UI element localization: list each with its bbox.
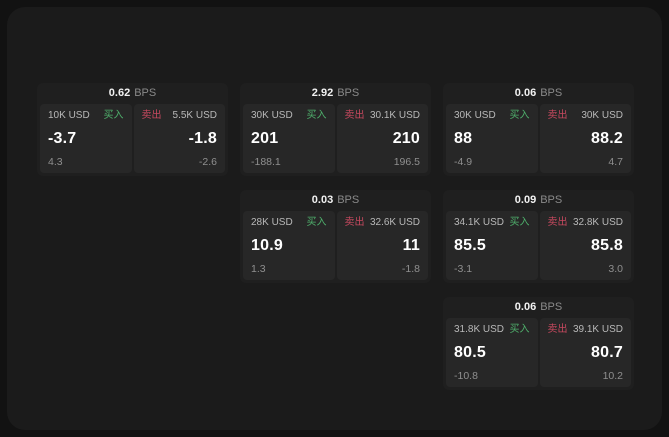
bps-value: 0.06 <box>514 87 537 99</box>
bps-header: 0.62 BPS <box>37 83 228 104</box>
bps-unit: BPS <box>337 87 360 99</box>
sell-size: 5.5K USD <box>172 110 217 121</box>
sell-panel[interactable]: 卖出 32.8K USD 85.8 3.0 <box>539 211 631 280</box>
sell-panel[interactable]: 卖出 32.6K USD 11 -1.8 <box>336 211 428 280</box>
sell-sub-value: 3.0 <box>608 262 623 275</box>
quote-card-4: 0.03 BPS 28K USD 买入 10.9 1.3 卖出 32.6K US… <box>240 190 431 283</box>
buy-label: 买入 <box>509 324 530 335</box>
quote-card-5: 0.09 BPS 34.1K USD 买入 85.5 -3.1 卖出 32.8K… <box>443 190 634 283</box>
buy-sub-value: -10.8 <box>454 369 478 382</box>
sell-price: 80.7 <box>591 343 623 361</box>
quote-card-2: 2.92 BPS 30K USD 买入 201 -188.1 卖出 30.1K … <box>240 83 431 176</box>
sell-sub-value: -2.6 <box>198 155 217 168</box>
bps-value: 0.62 <box>108 87 131 99</box>
buy-price: 88 <box>454 129 473 147</box>
bps-unit: BPS <box>337 194 360 206</box>
bps-unit: BPS <box>540 301 563 313</box>
buy-sub-value: 4.3 <box>48 155 63 168</box>
sell-size: 32.6K USD <box>369 217 420 228</box>
buy-sub-value: -4.9 <box>454 155 473 168</box>
sell-label: 卖出 <box>547 324 568 335</box>
sell-label: 卖出 <box>344 217 365 228</box>
sell-price: 11 <box>402 236 420 254</box>
sell-sub-value: 10.2 <box>602 369 623 382</box>
sell-size: 32.8K USD <box>572 217 623 228</box>
buy-size: 30K USD <box>454 110 496 121</box>
sell-price: 88.2 <box>591 129 623 147</box>
buy-price: -3.7 <box>48 129 77 147</box>
buy-sub-value: -3.1 <box>454 262 473 275</box>
bps-value: 0.09 <box>514 194 537 206</box>
quote-card-1: 0.62 BPS 10K USD 买入 -3.7 4.3 卖出 5.5K USD… <box>37 83 228 176</box>
buy-size: 31.8K USD <box>454 324 505 335</box>
buy-size: 28K USD <box>251 217 293 228</box>
buy-size: 34.1K USD <box>454 217 505 228</box>
sell-price: -1.8 <box>188 129 217 147</box>
sell-sub-value: -1.8 <box>401 262 420 275</box>
bps-header: 0.06 BPS <box>443 83 634 104</box>
sell-price: 85.8 <box>591 236 623 254</box>
buy-label: 买入 <box>509 217 530 228</box>
buy-label: 买入 <box>509 110 530 121</box>
quote-card-6: 0.06 BPS 31.8K USD 买入 80.5 -10.8 卖出 39.1… <box>443 297 634 390</box>
buy-panel[interactable]: 30K USD 买入 88 -4.9 <box>446 104 538 173</box>
sell-label: 卖出 <box>547 217 568 228</box>
bps-header: 0.06 BPS <box>443 297 634 318</box>
bps-value: 0.06 <box>514 301 537 313</box>
buy-size: 10K USD <box>48 110 90 121</box>
buy-sub-value: 1.3 <box>251 262 266 275</box>
bps-unit: BPS <box>540 194 563 206</box>
buy-price: 85.5 <box>454 236 486 254</box>
buy-size: 30K USD <box>251 110 293 121</box>
bps-header: 0.09 BPS <box>443 190 634 211</box>
quote-board: 0.62 BPS 10K USD 买入 -3.7 4.3 卖出 5.5K USD… <box>7 7 662 430</box>
buy-price: 201 <box>251 129 279 147</box>
bps-unit: BPS <box>540 87 563 99</box>
buy-panel[interactable]: 10K USD 买入 -3.7 4.3 <box>40 104 132 173</box>
buy-price: 10.9 <box>251 236 283 254</box>
sell-panel[interactable]: 卖出 5.5K USD -1.8 -2.6 <box>133 104 225 173</box>
bps-header: 2.92 BPS <box>240 83 431 104</box>
buy-sub-value: -188.1 <box>251 155 281 168</box>
sell-price: 210 <box>392 129 420 147</box>
sell-sub-value: 4.7 <box>608 155 623 168</box>
sell-size: 39.1K USD <box>572 324 623 335</box>
sell-panel[interactable]: 卖出 39.1K USD 80.7 10.2 <box>539 318 631 387</box>
buy-panel[interactable]: 34.1K USD 买入 85.5 -3.1 <box>446 211 538 280</box>
quote-card-3: 0.06 BPS 30K USD 买入 88 -4.9 卖出 30K USD 8… <box>443 83 634 176</box>
sell-size: 30.1K USD <box>369 110 420 121</box>
sell-panel[interactable]: 卖出 30K USD 88.2 4.7 <box>539 104 631 173</box>
buy-label: 买入 <box>306 110 327 121</box>
sell-label: 卖出 <box>344 110 365 121</box>
sell-panel[interactable]: 卖出 30.1K USD 210 196.5 <box>336 104 428 173</box>
buy-label: 买入 <box>103 110 124 121</box>
buy-price: 80.5 <box>454 343 486 361</box>
bps-header: 0.03 BPS <box>240 190 431 211</box>
sell-label: 卖出 <box>141 110 162 121</box>
buy-panel[interactable]: 31.8K USD 买入 80.5 -10.8 <box>446 318 538 387</box>
bps-value: 0.03 <box>311 194 334 206</box>
sell-label: 卖出 <box>547 110 568 121</box>
buy-label: 买入 <box>306 217 327 228</box>
sell-sub-value: 196.5 <box>393 155 420 168</box>
bps-value: 2.92 <box>311 87 334 99</box>
buy-panel[interactable]: 28K USD 买入 10.9 1.3 <box>243 211 335 280</box>
bps-unit: BPS <box>134 87 157 99</box>
sell-size: 30K USD <box>581 110 623 121</box>
buy-panel[interactable]: 30K USD 买入 201 -188.1 <box>243 104 335 173</box>
